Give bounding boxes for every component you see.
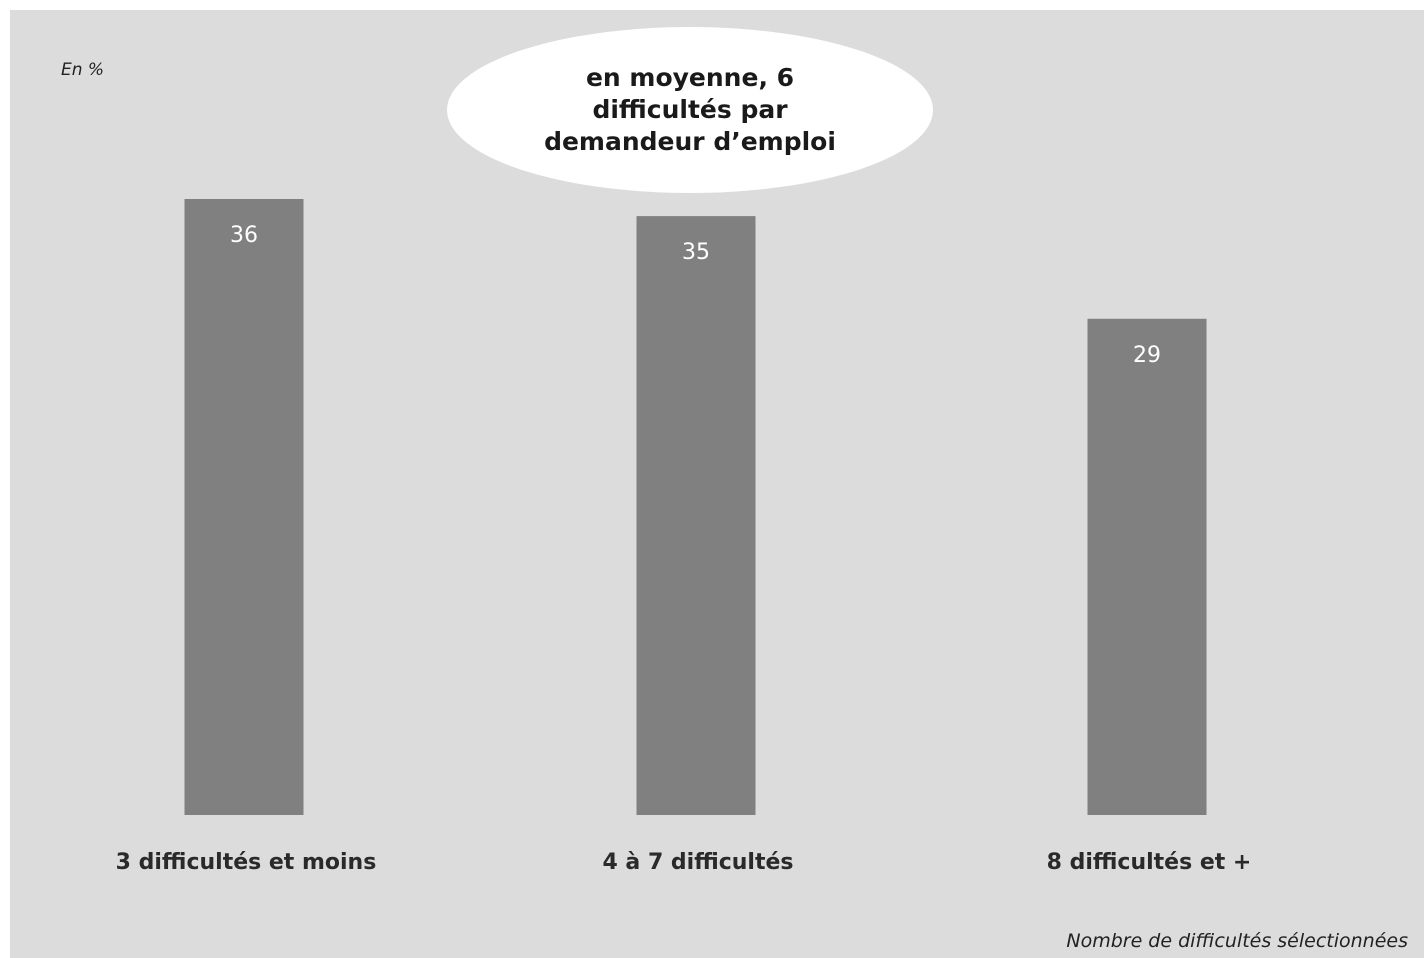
- bar-1: [184, 199, 304, 815]
- bar-3: [1087, 318, 1207, 815]
- value-label-1: 36: [230, 223, 258, 248]
- x-axis-label: Nombre de difficultés sélectionnées: [1066, 930, 1408, 952]
- category-label-3: 8 difficultés et +: [1047, 850, 1252, 875]
- callout-bubble: en moyenne, 6 difficultés par demandeur …: [447, 27, 933, 193]
- callout-text: en moyenne, 6 difficultés par demandeur …: [544, 63, 836, 156]
- value-label-3: 29: [1133, 343, 1161, 368]
- category-label-2: 4 à 7 difficultés: [602, 850, 793, 875]
- category-label-1: 3 difficultés et moins: [116, 850, 377, 875]
- unit-label: En %: [61, 60, 105, 80]
- bar-2: [636, 216, 756, 816]
- value-label-2: 35: [682, 240, 710, 265]
